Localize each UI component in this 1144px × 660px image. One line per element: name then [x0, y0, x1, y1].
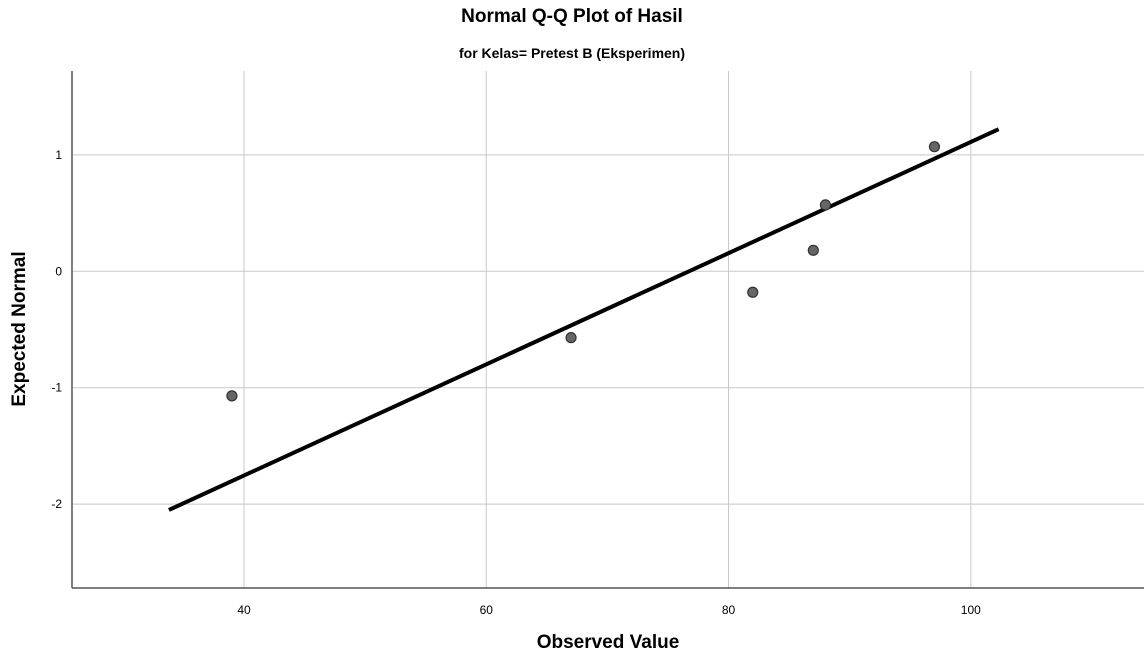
y-tick-label: 0: [55, 264, 62, 278]
data-point: [747, 286, 759, 298]
y-tick-label: -1: [51, 381, 62, 395]
data-points: [226, 141, 941, 402]
x-tick-label: 80: [722, 603, 736, 617]
tick-labels: 40 60 80 100 1 0 -1 -2: [51, 148, 981, 617]
data-point: [226, 390, 238, 402]
x-tick-label: 100: [961, 603, 981, 617]
data-point: [807, 244, 819, 256]
data-point: [565, 332, 577, 344]
x-axis-label: Observed Value: [536, 632, 680, 653]
data-point: [928, 141, 941, 153]
y-tick-label: -2: [51, 497, 62, 511]
x-tick-label: 40: [237, 603, 251, 617]
data-point: [819, 199, 832, 211]
y-axis-label: Expected Normal: [9, 251, 30, 407]
reference-line-group: [168, 127, 1000, 512]
gridlines: [72, 71, 1144, 588]
axes: [71, 71, 1144, 589]
chart-title: Normal Q-Q Plot of Hasil: [461, 6, 683, 27]
reference-line: [168, 127, 1000, 512]
y-tick-label: 1: [55, 148, 62, 162]
chart-subtitle: for Kelas= Pretest B (Eksperimen): [458, 45, 686, 61]
x-tick-label: 60: [480, 603, 494, 617]
